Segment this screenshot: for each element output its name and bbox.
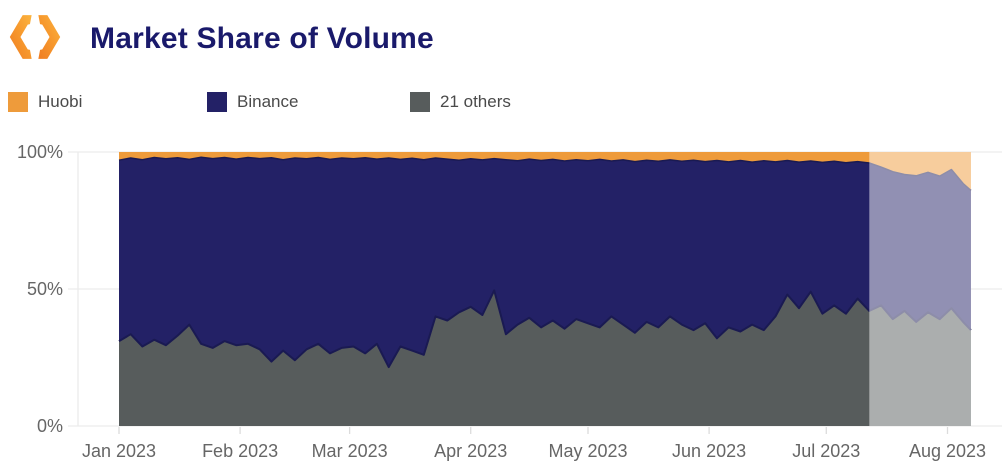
area-binance	[119, 157, 971, 368]
binance-color-swatch	[207, 92, 227, 112]
series-boundary-line	[118, 289, 972, 369]
highlight-window-overlay[interactable]	[869, 152, 971, 426]
y-axis-label: 0%	[37, 416, 63, 436]
series-boundary-line	[118, 156, 972, 191]
x-axis-label: Jan 2023	[82, 441, 156, 461]
page-title: Market Share of Volume	[90, 22, 434, 55]
area-21-others	[119, 290, 971, 426]
x-axis-label: Jul 2023	[792, 441, 860, 461]
app-logo-hexagon-icon	[9, 15, 61, 59]
x-axis-label: Aug 2023	[909, 441, 986, 461]
legend-label: Huobi	[38, 92, 83, 111]
x-axis-label: Mar 2023	[312, 441, 388, 461]
legend-item-21-others[interactable]: 21 others	[410, 91, 511, 113]
huobi-color-swatch	[8, 92, 28, 112]
legend-label: 21 others	[440, 92, 511, 111]
others-color-swatch	[410, 92, 430, 112]
x-axis-label: May 2023	[548, 441, 627, 461]
legend-item-binance[interactable]: Binance	[207, 91, 298, 113]
legend: Huobi Binance 21 others	[0, 91, 1007, 115]
legend-label: Binance	[237, 92, 299, 111]
y-axis-label: 100%	[17, 142, 63, 162]
legend-item-huobi[interactable]: Huobi	[8, 91, 82, 113]
x-axis-label: Feb 2023	[202, 441, 278, 461]
x-axis-label: Jun 2023	[672, 441, 746, 461]
x-axis-label: Apr 2023	[434, 441, 507, 461]
y-axis-label: 50%	[27, 279, 63, 299]
